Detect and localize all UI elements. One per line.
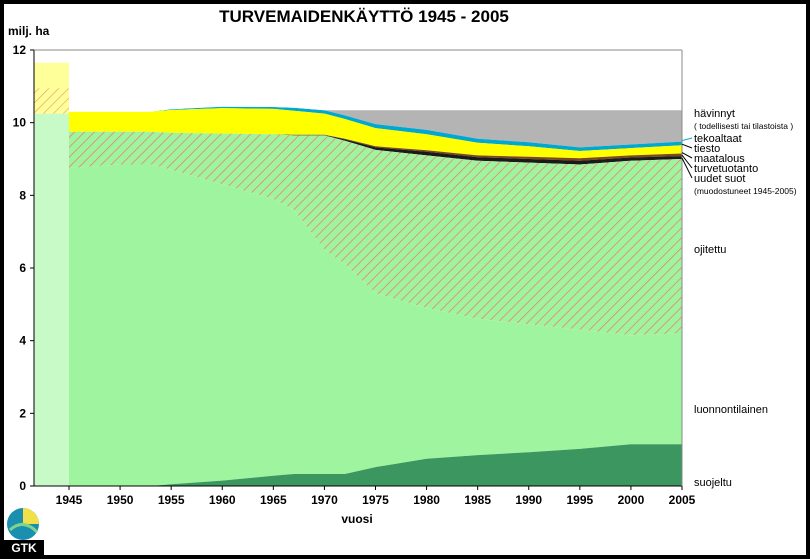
area-maatalous <box>69 131 682 161</box>
area-ojitettu <box>69 131 682 336</box>
x-tick-label: 2005 <box>669 493 696 507</box>
leader-line-turvetuotanto <box>681 154 693 169</box>
area-luonnontilainen <box>69 164 682 486</box>
axes: 0 2 4 6 8 10 12 1945 1950 1955 1960 1965 1970 1975 198… <box>13 43 696 507</box>
hävinnyt-mask <box>69 50 325 112</box>
legend-label-hävinnyt: hävinnyt <box>694 108 735 120</box>
chart-title: TURVEMAIDENKÄYTTÖ 1945 - 2005 <box>219 7 509 26</box>
x-tick-label: 1960 <box>209 493 236 507</box>
gtk-logo-text: GTK <box>11 541 37 555</box>
y-tick-label: 2 <box>19 406 26 420</box>
x-tick-label: 1965 <box>260 493 287 507</box>
x-tick-label: 1980 <box>413 493 440 507</box>
x-tick-label: 1995 <box>566 493 593 507</box>
x-tick-label: 1950 <box>107 493 134 507</box>
y-tick-label: 12 <box>13 43 27 57</box>
area-tekoaltaat <box>69 106 682 151</box>
chart-svg: TURVEMAIDENKÄYTTÖ 1945 - 2005 milj. ha v… <box>4 7 797 555</box>
plot-area <box>34 50 682 486</box>
x-tick-label: 1945 <box>56 493 83 507</box>
x-tick-label: 1990 <box>515 493 542 507</box>
x-axis-label: vuosi <box>341 512 372 526</box>
legend-label-ojitettu: ojitettu <box>694 244 726 256</box>
initial-bar-luonnontilainen <box>34 113 69 486</box>
leader-line-maatalous <box>681 152 693 159</box>
initial-bar-ojitettu <box>34 88 69 114</box>
legend-label-uudet-suot: uudet suot <box>694 173 745 185</box>
gtk-logo: GTK <box>4 508 44 555</box>
gtk-logo-plate <box>4 540 44 555</box>
legend-label-luonnontilainen: luonnontilainen <box>694 404 768 416</box>
y-tick-label: 4 <box>19 334 26 348</box>
legend-label-suojeltu: suojeltu <box>694 477 732 489</box>
area-turvetuotanto <box>69 131 682 165</box>
chart-frame: TURVEMAIDENKÄYTTÖ 1945 - 2005 milj. ha v… <box>4 4 806 555</box>
y-tick-label: 10 <box>13 116 27 130</box>
legend-sublabel-uudet-suot: (muodostuneet 1945-2005) <box>694 186 797 196</box>
x-tick-label: 1955 <box>158 493 185 507</box>
initial-bar-top <box>34 62 69 89</box>
gtk-logo-segment-icon <box>23 508 39 524</box>
area-suojeltu <box>69 444 682 486</box>
legend-label-tekoaltaat: tekoaltaat <box>694 133 742 145</box>
x-tick-label: 2000 <box>618 493 645 507</box>
x-tick-label: 1970 <box>311 493 338 507</box>
area-hävinnyt <box>69 106 682 148</box>
x-tick-label: 1975 <box>362 493 389 507</box>
leader-line-tiesto <box>681 143 693 149</box>
y-axis-label: milj. ha <box>8 24 50 38</box>
leader-line-uudet-suot <box>681 157 693 179</box>
y-tick-label: 8 <box>19 188 26 202</box>
x-tick-label: 1985 <box>464 493 491 507</box>
legend-label-maatalous: maatalous <box>694 153 745 165</box>
legend-label-turvetuotanto: turvetuotanto <box>694 163 758 175</box>
gtk-logo-wave-icon <box>8 523 39 534</box>
y-tick-label: 6 <box>19 261 26 275</box>
leader-line-tekoaltaat <box>681 137 693 142</box>
legend: hävinnyt( todellisesti tai tilastoista )… <box>681 108 797 489</box>
area-tiesto <box>69 108 682 159</box>
y-tick-label: 0 <box>19 479 26 493</box>
legend-label-tiesto: tiesto <box>694 143 720 155</box>
legend-sublabel-hävinnyt: ( todellisesti tai tilastoista ) <box>694 121 793 131</box>
